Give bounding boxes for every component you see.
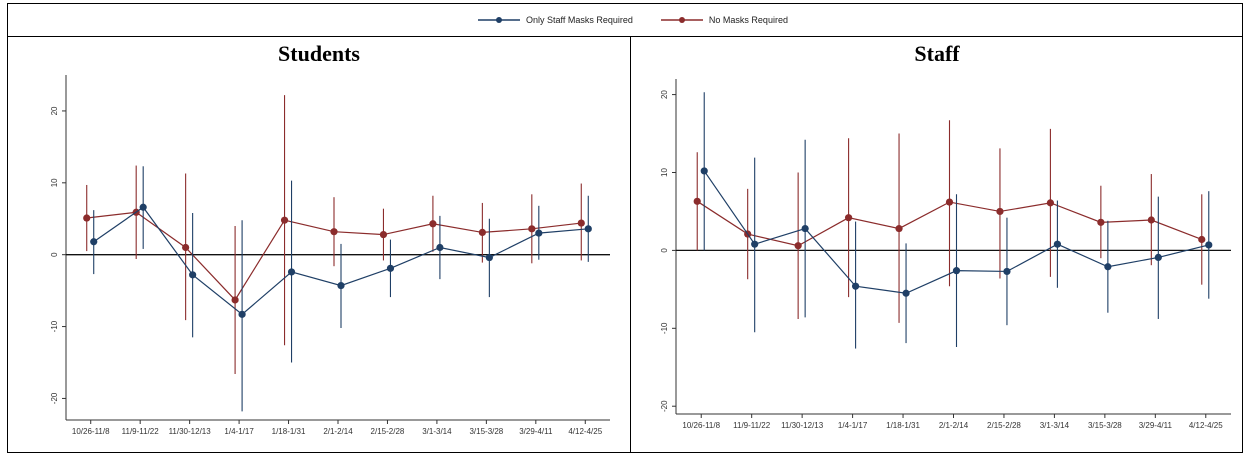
y-tick-label: 0 [660,248,669,253]
x-tick-label: 3/15-3/28 [1088,421,1122,430]
x-tick-label: 2/1-2/14 [323,427,353,436]
legend-item-staff-masks: Only Staff Masks Required [478,15,633,25]
chart-students: -20 -10 0 10 20 10/26-11/8 11/9-11/22 11/30-12/… [50,75,610,436]
x-tick-label: 3/29-4/11 [1139,421,1173,430]
x-tick-label: 1/18-1/31 [886,421,920,430]
data-point [436,243,444,252]
data-point [90,238,98,246]
legend: Only Staff Masks Required No Masks Requi… [388,7,878,33]
chart-staff: -20 -10 0 10 20 10/26-11/8 11/9-11/22 11/30-12/… [660,79,1231,430]
y-tick-label: 20 [50,106,59,115]
data-point [801,224,809,233]
y-tick-label: -10 [660,322,669,334]
x-tick-label: 2/1-2/14 [939,421,969,430]
y-tick-label: -20 [660,400,669,412]
panel-students: Students -20 -10 0 10 20 10/26-11/8 11/9-11/22… [8,37,631,452]
data-point [1097,218,1105,226]
data-point [337,281,345,290]
legend-label-staff-masks: Only Staff Masks Required [526,15,633,25]
data-point [1147,216,1155,224]
y-tick-label: -10 [50,320,59,332]
x-tick-label: 4/12-4/25 [1189,421,1223,430]
y-tick-label: 0 [50,252,59,257]
data-point [182,243,190,252]
legend-row: Only Staff Masks Required No Masks Requi… [8,4,1242,37]
x-tick-label: 3/1-3/14 [1040,421,1070,430]
panel-title-students: Students [278,41,360,66]
y-tick-label: 10 [660,167,669,176]
data-point [535,229,543,237]
legend-item-no-masks: No Masks Required [660,15,788,25]
y-tick-label: 20 [660,90,669,99]
data-point [851,282,860,290]
data-point [584,225,592,233]
data-point [577,219,585,227]
data-point [1046,199,1055,207]
data-point [330,228,338,236]
data-point [379,230,388,239]
x-tick-label: 1/4-1/17 [224,427,254,436]
data-point [945,198,954,206]
data-point [429,220,437,228]
data-point [794,242,802,250]
x-tick-label: 11/30-12/13 [781,421,824,430]
data-point [751,240,759,248]
figure-frame: Only Staff Masks Required No Masks Requi… [7,3,1243,453]
data-point [895,224,903,233]
panel-staff: Staff -20 -10 0 10 20 10/26-11/8 11/9-11/22 11/… [631,37,1243,452]
data-point [902,289,910,297]
legend-marker-red [660,17,703,23]
data-point [83,214,91,222]
data-point [1198,235,1206,244]
data-point [1205,241,1213,249]
x-tick-label: 1/18-1/31 [272,427,306,436]
data-point [996,207,1004,216]
data-point [844,214,853,222]
x-tick-label: 11/30-12/13 [169,427,212,436]
x-tick-label: 3/1-3/14 [422,427,452,436]
x-tick-label: 10/26-11/8 [72,427,110,436]
x-tick-label: 1/4-1/17 [838,421,868,430]
data-point [478,228,486,237]
x-tick-label: 4/12-4/25 [568,427,602,436]
data-point [528,225,536,233]
x-tick-label: 11/9-11/22 [733,421,771,430]
y-tick-label: 10 [50,178,59,187]
x-tick-label: 3/15-3/28 [469,427,503,436]
data-point [238,310,246,318]
data-point [1003,267,1011,276]
data-point [189,271,197,279]
x-tick-label: 11/9-11/22 [122,427,160,436]
legend-marker-blue [478,17,521,23]
x-tick-label: 2/15-2/28 [371,427,405,436]
data-point [1053,240,1062,248]
data-point [693,197,701,205]
data-point [139,203,147,211]
x-tick-label: 10/26-11/8 [682,421,720,430]
data-point [287,268,296,276]
panel-title-staff: Staff [914,41,960,66]
data-point [386,264,395,272]
data-point [700,167,708,175]
data-point [485,253,493,262]
data-point [952,267,961,275]
y-tick-label: -20 [50,392,59,404]
x-tick-label: 3/29-4/11 [519,427,553,436]
data-point [280,216,289,224]
data-point [1104,263,1112,271]
data-point [231,296,239,304]
data-point [1154,253,1162,262]
x-tick-label: 2/15-2/28 [987,421,1021,430]
legend-label-no-masks: No Masks Required [708,15,788,25]
